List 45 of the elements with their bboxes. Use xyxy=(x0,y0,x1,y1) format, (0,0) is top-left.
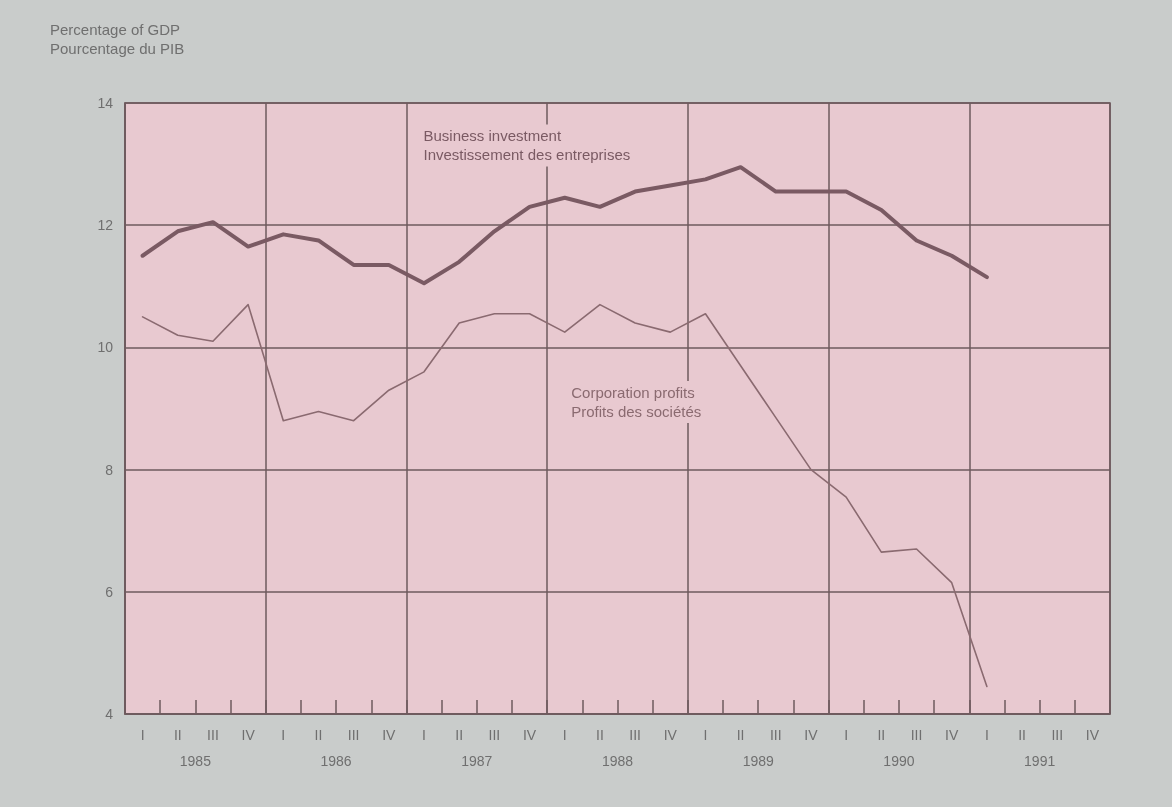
text: 1985 xyxy=(179,753,212,769)
x-tick-label: III xyxy=(207,727,219,743)
x-tick-label: III xyxy=(769,727,782,743)
x-tick-label: IV xyxy=(945,727,959,743)
x-tick-label: I xyxy=(422,727,426,743)
x-tick-label: IV xyxy=(804,727,819,743)
x-tick-label: I xyxy=(140,727,145,743)
x-tick-label: I xyxy=(562,727,567,743)
x-tick-label: III xyxy=(347,727,360,743)
x-tick-label: I xyxy=(984,727,989,743)
x-tick-label: II xyxy=(455,727,464,743)
y-axis-title: Percentage of GDP Pourcentage du PIB xyxy=(50,21,185,57)
x-tick-label: II xyxy=(736,727,745,743)
x-tick-label: III xyxy=(1051,727,1064,743)
y-tick-label: 4 xyxy=(105,706,114,722)
x-tick-label: IV xyxy=(522,727,537,743)
x-tick-label: III xyxy=(629,727,641,743)
text: 1991 xyxy=(1024,753,1056,769)
text: 1989 xyxy=(742,753,774,769)
x-tick-label: II xyxy=(877,727,886,743)
text: 1986 xyxy=(320,753,352,769)
x-tick-label: II xyxy=(1018,727,1026,743)
y-tick-label: 8 xyxy=(105,461,114,478)
x-tick-label: I xyxy=(844,727,849,743)
y-tick-label: 10 xyxy=(97,339,114,356)
x-tick-label: IV xyxy=(663,727,678,743)
x-tick-label: IV xyxy=(241,727,256,743)
series-label: Business investment Investissement des entreprises xyxy=(423,127,631,164)
x-tick-label: III xyxy=(910,727,923,743)
x-tick-label: I xyxy=(703,727,708,743)
x-tick-label: III xyxy=(488,727,501,743)
text: Corporation profits Profits des sociétés xyxy=(571,384,702,421)
y-tick-label: 6 xyxy=(105,583,114,600)
text: 1990 xyxy=(883,753,915,769)
x-tick-label: II xyxy=(314,727,323,743)
x-tick-label: I xyxy=(281,727,286,743)
text: 1987 xyxy=(461,753,493,769)
line-series xyxy=(141,303,988,688)
y-tick-label: 14 xyxy=(97,95,114,111)
x-tick-label: II xyxy=(173,727,182,743)
y-tick-label: 12 xyxy=(97,217,114,234)
x-tick-label: IV xyxy=(382,727,397,743)
text: 1988 xyxy=(601,753,634,769)
x-tick-label: IV xyxy=(1085,727,1100,743)
x-tick-label: II xyxy=(596,727,604,743)
